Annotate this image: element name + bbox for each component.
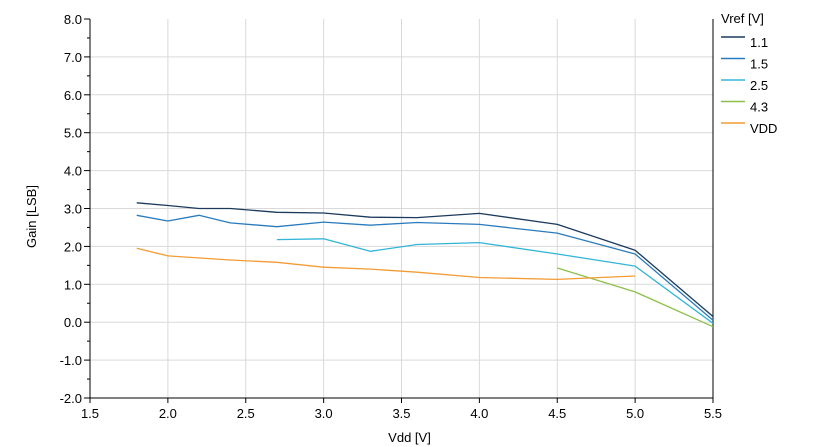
series-line-4.3 <box>557 267 714 328</box>
legend-label-2.5: 2.5 <box>750 78 768 93</box>
x-tick-label: 5.5 <box>704 406 722 421</box>
x-tick-label: 5.0 <box>626 406 644 421</box>
legend-label-1.5: 1.5 <box>750 57 768 72</box>
y-tick-label: 4.0 <box>64 164 82 179</box>
y-tick-label: 1.0 <box>64 277 82 292</box>
y-tick-label: 6.0 <box>64 88 82 103</box>
y-tick-label: 8.0 <box>64 12 82 27</box>
legend-label-4.3: 4.3 <box>750 100 768 115</box>
tick-labels: 1.5 2.0 2.5 3.0 3.5 4.0 4.5 5.0 5.5 -2.0 -1.0 0.0 1.… <box>60 12 722 421</box>
series-line-1.1 <box>136 202 714 317</box>
legend-label-vdd: VDD <box>750 121 777 136</box>
y-tick-label: 0.0 <box>64 315 82 330</box>
y-tick-label: 3.0 <box>64 202 82 217</box>
legend-label-1.1: 1.1 <box>750 35 768 50</box>
y-tick-label: 5.0 <box>64 126 82 141</box>
x-tick-label: 2.0 <box>159 406 177 421</box>
x-tick-label: 1.5 <box>81 406 99 421</box>
legend: Vref [V] 1.1 1.5 2.5 4.3 VDD <box>721 11 777 136</box>
series-line-2.5 <box>276 238 714 324</box>
series-line-1.5 <box>136 214 714 321</box>
series-lines <box>136 202 714 328</box>
y-axis-label: Gain [LSB] <box>24 185 39 248</box>
x-tick-label: 4.5 <box>548 406 566 421</box>
y-tick-label: -2.0 <box>60 391 82 406</box>
grid <box>90 19 713 398</box>
x-axis-label: Vdd [V] <box>388 430 431 445</box>
x-tick-label: 3.5 <box>392 406 410 421</box>
series-line-vdd <box>136 247 636 281</box>
x-tick-label: 3.0 <box>315 406 333 421</box>
y-tick-label: 7.0 <box>64 50 82 65</box>
y-tick-label: -1.0 <box>60 353 82 368</box>
x-tick-label: 2.5 <box>237 406 255 421</box>
axes <box>84 18 714 403</box>
x-tick-label: 4.0 <box>470 406 488 421</box>
legend-title: Vref [V] <box>721 11 764 26</box>
y-tick-label: 2.0 <box>64 239 82 254</box>
